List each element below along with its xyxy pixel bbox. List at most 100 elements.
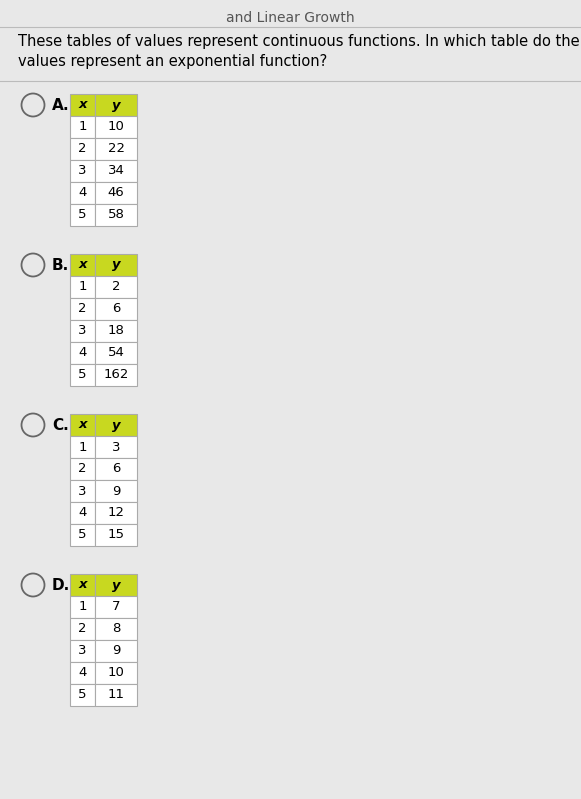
Bar (95, 138, 137, 160)
Bar (70, 684, 95, 706)
Bar (95, 204, 137, 226)
Text: 9: 9 (112, 645, 120, 658)
Text: 5: 5 (78, 209, 87, 221)
Text: 18: 18 (107, 324, 124, 337)
Text: y: y (112, 259, 120, 272)
Text: 4: 4 (78, 666, 87, 679)
Bar (70, 160, 95, 182)
Bar (70, 574, 95, 596)
Bar (95, 524, 137, 546)
Bar (70, 480, 95, 502)
Bar (95, 182, 137, 204)
Text: D.: D. (52, 578, 70, 593)
Bar (70, 94, 95, 116)
Text: 12: 12 (107, 507, 124, 519)
Text: 54: 54 (107, 347, 124, 360)
Circle shape (21, 253, 45, 276)
Text: 1: 1 (78, 601, 87, 614)
Bar (70, 596, 95, 618)
Text: B.: B. (52, 257, 69, 272)
Bar (70, 502, 95, 524)
Bar (95, 342, 137, 364)
Bar (70, 414, 95, 436)
Text: 2: 2 (78, 622, 87, 635)
Bar (95, 502, 137, 524)
Text: 162: 162 (103, 368, 128, 381)
Text: 22: 22 (107, 142, 124, 156)
Circle shape (21, 414, 45, 436)
Text: 5: 5 (78, 528, 87, 542)
Bar (70, 298, 95, 320)
Text: 3: 3 (78, 484, 87, 498)
Bar (70, 618, 95, 640)
Bar (95, 458, 137, 480)
Text: 7: 7 (112, 601, 120, 614)
Bar (70, 320, 95, 342)
Text: A.: A. (52, 97, 70, 113)
Bar (95, 662, 137, 684)
Bar (95, 574, 137, 596)
Bar (95, 254, 137, 276)
Bar (70, 364, 95, 386)
Bar (95, 276, 137, 298)
Bar (70, 524, 95, 546)
Bar (95, 596, 137, 618)
Text: 3: 3 (112, 440, 120, 454)
Text: 6: 6 (112, 303, 120, 316)
Text: 5: 5 (78, 368, 87, 381)
Bar (95, 94, 137, 116)
Text: 2: 2 (78, 463, 87, 475)
Text: and Linear Growth: and Linear Growth (225, 11, 354, 25)
Text: y: y (112, 419, 120, 431)
Text: 34: 34 (107, 165, 124, 177)
Bar (95, 160, 137, 182)
Text: 1: 1 (78, 121, 87, 133)
Text: 2: 2 (78, 303, 87, 316)
Bar (70, 640, 95, 662)
Text: 58: 58 (107, 209, 124, 221)
Text: 11: 11 (107, 689, 124, 702)
Text: 10: 10 (107, 666, 124, 679)
Text: 3: 3 (78, 324, 87, 337)
Text: y: y (112, 578, 120, 591)
Text: 4: 4 (78, 186, 87, 200)
Bar (95, 436, 137, 458)
Text: x: x (78, 98, 87, 112)
Bar (95, 640, 137, 662)
Text: x: x (78, 578, 87, 591)
Text: 46: 46 (107, 186, 124, 200)
Bar (70, 436, 95, 458)
Text: 10: 10 (107, 121, 124, 133)
Text: 1: 1 (78, 280, 87, 293)
Text: x: x (78, 259, 87, 272)
Bar (70, 662, 95, 684)
Text: 4: 4 (78, 347, 87, 360)
Text: 5: 5 (78, 689, 87, 702)
Text: 1: 1 (78, 440, 87, 454)
Bar (70, 254, 95, 276)
Text: 2: 2 (78, 142, 87, 156)
Bar (95, 618, 137, 640)
Text: 6: 6 (112, 463, 120, 475)
Bar (70, 276, 95, 298)
Text: These tables of values represent continuous functions. In which table do the
val: These tables of values represent continu… (18, 34, 580, 69)
Text: 4: 4 (78, 507, 87, 519)
Bar (95, 116, 137, 138)
Bar (95, 414, 137, 436)
Text: 2: 2 (112, 280, 120, 293)
Text: 3: 3 (78, 645, 87, 658)
Text: 9: 9 (112, 484, 120, 498)
Bar (70, 182, 95, 204)
Bar (95, 684, 137, 706)
Text: 8: 8 (112, 622, 120, 635)
Bar (95, 480, 137, 502)
Bar (70, 204, 95, 226)
Bar (95, 320, 137, 342)
Text: 15: 15 (107, 528, 124, 542)
Text: C.: C. (52, 418, 69, 432)
Text: y: y (112, 98, 120, 112)
Bar (70, 138, 95, 160)
Bar (95, 298, 137, 320)
Bar (70, 342, 95, 364)
Bar (95, 364, 137, 386)
